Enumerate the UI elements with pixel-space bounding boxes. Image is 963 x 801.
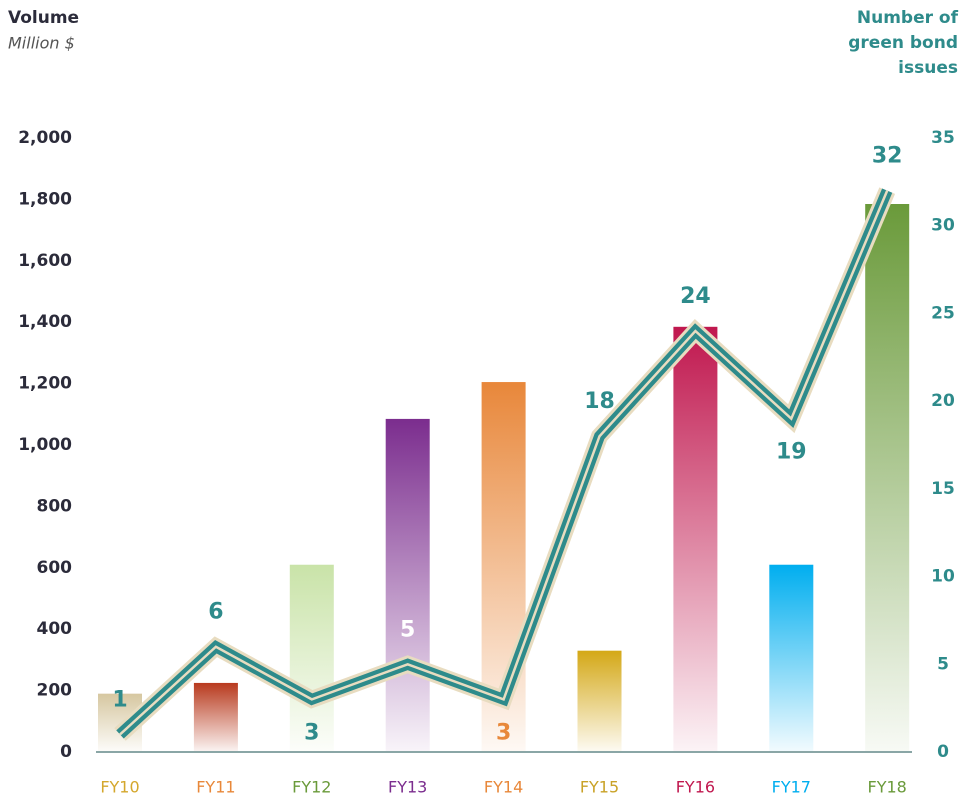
y-tick-label: 1,600	[18, 251, 72, 271]
y-tick-label: 600	[37, 558, 73, 578]
x-tick-label: FY11	[196, 778, 235, 797]
y2-tick-label: 10	[931, 567, 955, 587]
bar	[289, 564, 334, 752]
bar	[865, 204, 910, 752]
bar	[193, 682, 238, 752]
data-label: 5	[400, 617, 415, 642]
bar	[769, 564, 814, 752]
data-label: 19	[776, 440, 807, 465]
x-tick-label: FY13	[388, 778, 427, 797]
y2-tick-label: 30	[931, 216, 955, 236]
y2-tick-label: 35	[931, 128, 955, 148]
y-axis-subtitle: Million $	[8, 34, 75, 53]
y2-tick-label: 15	[931, 479, 955, 499]
x-tick-label: FY14	[484, 778, 523, 797]
y-tick-label: 0	[60, 742, 72, 762]
y-tick-label: 1,400	[18, 312, 72, 332]
y-tick-label: 200	[37, 681, 73, 701]
y2-tick-label: 5	[937, 654, 949, 674]
x-tick-label: FY17	[772, 778, 811, 797]
y-tick-label: 400	[37, 619, 73, 639]
y-tick-label: 800	[37, 496, 73, 516]
y2-tick-label: 0	[937, 742, 949, 762]
bar	[385, 418, 430, 752]
y2-axis-title: issues	[898, 58, 958, 78]
data-label: 24	[680, 284, 711, 309]
data-label: 6	[208, 600, 223, 625]
x-tick-label: FY16	[676, 778, 715, 797]
data-label: 3	[496, 720, 511, 745]
x-tick-label: FY18	[868, 778, 907, 797]
y2-tick-label: 20	[931, 391, 955, 411]
y-axis-title: Volume	[8, 8, 79, 28]
y2-tick-label: 25	[931, 303, 955, 323]
line-stripe	[119, 190, 889, 736]
data-label: 1	[112, 687, 127, 712]
y-tick-label: 1,200	[18, 374, 72, 394]
y-tick-label: 2,000	[18, 128, 72, 148]
data-label: 32	[872, 144, 903, 169]
bar	[673, 326, 718, 752]
x-tick-label: FY15	[580, 778, 619, 797]
data-label: 18	[584, 389, 615, 414]
bar	[577, 650, 622, 752]
data-label: 3	[304, 720, 319, 745]
y2-axis-title: Number of	[857, 8, 959, 28]
x-tick-label: FY10	[100, 778, 139, 797]
y-tick-label: 1,800	[18, 189, 72, 209]
y-tick-label: 1,000	[18, 435, 72, 455]
y2-axis-title: green bond	[848, 33, 958, 53]
x-tick-label: FY12	[292, 778, 331, 797]
